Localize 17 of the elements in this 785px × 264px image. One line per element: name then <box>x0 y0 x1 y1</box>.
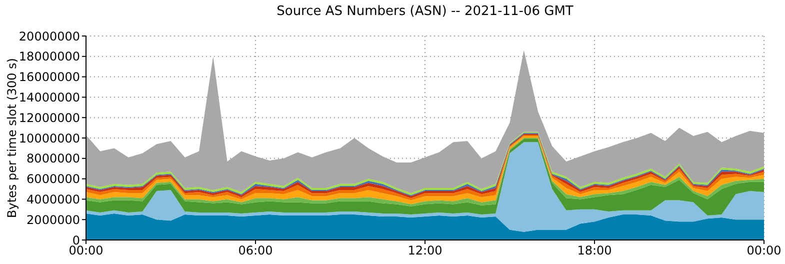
y-tick-label: 16000000 <box>18 70 80 84</box>
y-tick-label: 8000000 <box>26 152 80 166</box>
y-tick-label: 4000000 <box>26 192 80 206</box>
x-tick-label: 12:00 <box>408 244 442 258</box>
x-tick-label: 06:00 <box>238 244 273 258</box>
y-tick-label: 12000000 <box>18 110 80 125</box>
y-tick-label: 20000000 <box>18 29 80 44</box>
y-tick-label: 2000000 <box>26 212 80 227</box>
y-tick-label: 10000000 <box>18 131 80 146</box>
y-tick-label: 18000000 <box>18 50 80 64</box>
y-axis-title: Bytes per time slot (300 s) <box>5 58 19 218</box>
y-tick-label: 6000000 <box>26 172 80 186</box>
x-tick-label: 00:00 <box>746 244 782 258</box>
y-tick-label: 14000000 <box>18 90 80 104</box>
x-tick-label: 18:00 <box>577 244 612 258</box>
x-tick-label: 00:00 <box>68 244 104 258</box>
chart-title: Source AS Numbers (ASN) -- 2021-11-06 GMT <box>276 4 574 19</box>
